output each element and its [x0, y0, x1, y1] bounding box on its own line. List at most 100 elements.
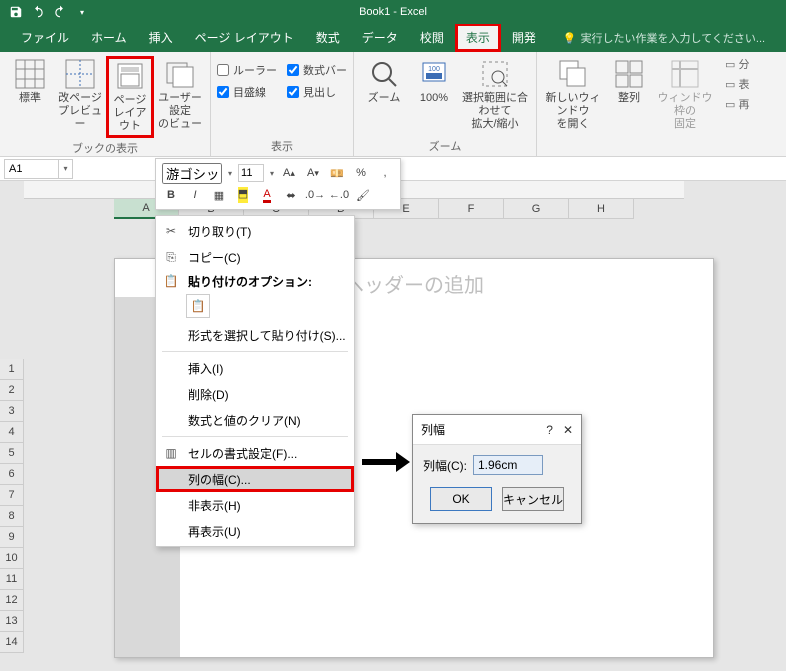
- fill-color-icon[interactable]: ⬒: [234, 186, 252, 204]
- menu-delete[interactable]: 削除(D): [156, 381, 354, 407]
- worksheet-area: A B C D E F G H 1 2 3 4 5 6 7 8 9 10 11 …: [0, 181, 786, 671]
- comma-icon[interactable]: ,: [376, 164, 394, 182]
- ok-button[interactable]: OK: [430, 487, 492, 511]
- view-pagelayout-button[interactable]: ページ レイアウト: [106, 56, 154, 138]
- row-header-2[interactable]: 2: [0, 380, 24, 401]
- menu-clear[interactable]: 数式と値のクリア(N): [156, 407, 354, 433]
- menu-paste-special[interactable]: 形式を選択して貼り付け(S)...: [156, 322, 354, 348]
- check-formulabar-input[interactable]: [287, 64, 299, 76]
- row-header-12[interactable]: 12: [0, 590, 24, 611]
- new-window-button[interactable]: 新しいウィンドウ を開く: [543, 56, 603, 134]
- split-button[interactable]: ▭ 分: [725, 56, 749, 72]
- format-painter-icon[interactable]: 🖌: [354, 186, 372, 204]
- font-size-combo[interactable]: [238, 164, 264, 182]
- check-formulabar[interactable]: 数式バー: [287, 62, 347, 78]
- row-header-1[interactable]: 1: [0, 359, 24, 380]
- name-box-dropdown-icon[interactable]: ▾: [59, 159, 73, 179]
- tab-developer[interactable]: 開発: [501, 23, 547, 52]
- view-custom-button[interactable]: ユーザー設定 のビュー: [156, 56, 204, 134]
- row-header-13[interactable]: 13: [0, 611, 24, 632]
- menu-format-cells[interactable]: ▥ セルの書式設定(F)...: [156, 440, 354, 466]
- pagelayout-view-icon: [114, 60, 146, 92]
- ribbon-group-show: ルーラー 目盛線 数式バー 見出し 表示: [211, 52, 354, 156]
- help-icon[interactable]: ?: [546, 423, 553, 437]
- sidebyside-button[interactable]: ▭ 表: [725, 76, 749, 92]
- copy-icon: ⎘: [162, 248, 180, 266]
- column-header-f[interactable]: F: [439, 199, 504, 219]
- menu-insert[interactable]: 挿入(I): [156, 355, 354, 381]
- close-icon[interactable]: ✕: [563, 423, 573, 437]
- row-header-11[interactable]: 11: [0, 569, 24, 590]
- arrange-label: 整列: [618, 92, 640, 105]
- tab-formulas[interactable]: 数式: [305, 23, 351, 52]
- increase-decimal-icon[interactable]: .0→: [306, 186, 324, 204]
- row-header-4[interactable]: 4: [0, 422, 24, 443]
- bold-icon[interactable]: B: [162, 186, 180, 204]
- row-header-10[interactable]: 10: [0, 548, 24, 569]
- tell-me-search[interactable]: 💡 実行したい作業を入力してください...: [563, 30, 765, 52]
- menu-cut[interactable]: ✂ 切り取り(T): [156, 218, 354, 244]
- row-header-7[interactable]: 7: [0, 485, 24, 506]
- freeze-panes-button[interactable]: ウィンドウ枠の 固定: [655, 56, 715, 134]
- undo-icon[interactable]: [30, 4, 46, 20]
- percent-icon[interactable]: %: [352, 164, 370, 182]
- row-header-9[interactable]: 9: [0, 527, 24, 548]
- tab-review[interactable]: 校閲: [409, 23, 455, 52]
- view-pagebreak-button[interactable]: 改ページ プレビュー: [56, 56, 104, 134]
- qat-dropdown-icon[interactable]: ▾: [74, 4, 90, 20]
- view-pagelayout-label: ページ レイアウト: [110, 94, 150, 134]
- check-headings-input[interactable]: [287, 86, 299, 98]
- tell-me-label: 実行したい作業を入力してください...: [581, 30, 766, 46]
- check-ruler[interactable]: ルーラー: [217, 62, 277, 78]
- save-icon[interactable]: [8, 4, 24, 20]
- arrange-button[interactable]: 整列: [605, 56, 653, 107]
- tab-insert[interactable]: 挿入: [138, 23, 184, 52]
- increase-font-icon[interactable]: A▴: [280, 164, 298, 182]
- font-color-icon[interactable]: A: [258, 186, 276, 204]
- redo-icon[interactable]: [52, 4, 68, 20]
- paste-option-button[interactable]: 📋: [186, 294, 210, 318]
- column-width-dialog: 列幅 ? ✕ 列幅(C): OK キャンセル: [412, 414, 582, 524]
- zoom-100-button[interactable]: 100 100%: [410, 56, 458, 107]
- merge-center-icon[interactable]: ⬌: [282, 186, 300, 204]
- view-normal-button[interactable]: 標準: [6, 56, 54, 107]
- row-header-3[interactable]: 3: [0, 401, 24, 422]
- column-header-g[interactable]: G: [504, 199, 569, 219]
- view-pagebreak-label: 改ページ プレビュー: [58, 92, 102, 132]
- tab-view[interactable]: 表示: [455, 23, 501, 52]
- chevron-down-icon[interactable]: ▾: [228, 169, 232, 178]
- row-header-6[interactable]: 6: [0, 464, 24, 485]
- row-header-8[interactable]: 8: [0, 506, 24, 527]
- name-box[interactable]: A1: [4, 159, 59, 179]
- font-name-combo[interactable]: [162, 163, 222, 184]
- check-gridlines-input[interactable]: [217, 86, 229, 98]
- tab-pagelayout[interactable]: ページ レイアウト: [184, 23, 305, 52]
- check-ruler-input[interactable]: [217, 64, 229, 76]
- format-cells-icon: ▥: [162, 444, 180, 462]
- check-headings[interactable]: 見出し: [287, 84, 347, 100]
- tab-home[interactable]: ホーム: [80, 23, 138, 52]
- column-header-h[interactable]: H: [569, 199, 634, 219]
- column-width-input[interactable]: [473, 455, 543, 475]
- tab-file[interactable]: ファイル: [10, 23, 80, 52]
- zoom-button[interactable]: ズーム: [360, 56, 408, 107]
- menu-hide[interactable]: 非表示(H): [156, 492, 354, 518]
- cut-icon: ✂: [162, 222, 180, 240]
- reset-position-button[interactable]: ▭ 再: [725, 96, 749, 112]
- menu-unhide[interactable]: 再表示(U): [156, 518, 354, 544]
- italic-icon[interactable]: I: [186, 186, 204, 204]
- chevron-down-icon[interactable]: ▾: [270, 169, 274, 178]
- check-gridlines[interactable]: 目盛線: [217, 84, 277, 100]
- menu-column-width[interactable]: 列の幅(C)...: [156, 466, 354, 492]
- decrease-decimal-icon[interactable]: ←.0: [330, 186, 348, 204]
- ribbon-group-window-label: [627, 142, 630, 154]
- cancel-button[interactable]: キャンセル: [502, 487, 564, 511]
- decrease-font-icon[interactable]: A▾: [304, 164, 322, 182]
- tab-data[interactable]: データ: [351, 23, 409, 52]
- menu-copy[interactable]: ⎘ コピー(C): [156, 244, 354, 270]
- accounting-format-icon[interactable]: 💴: [328, 164, 346, 182]
- row-header-14[interactable]: 14: [0, 632, 24, 653]
- zoom-selection-button[interactable]: 選択範囲に合わせて 拡大/縮小: [460, 56, 530, 134]
- row-header-5[interactable]: 5: [0, 443, 24, 464]
- borders-icon[interactable]: ▦: [210, 186, 228, 204]
